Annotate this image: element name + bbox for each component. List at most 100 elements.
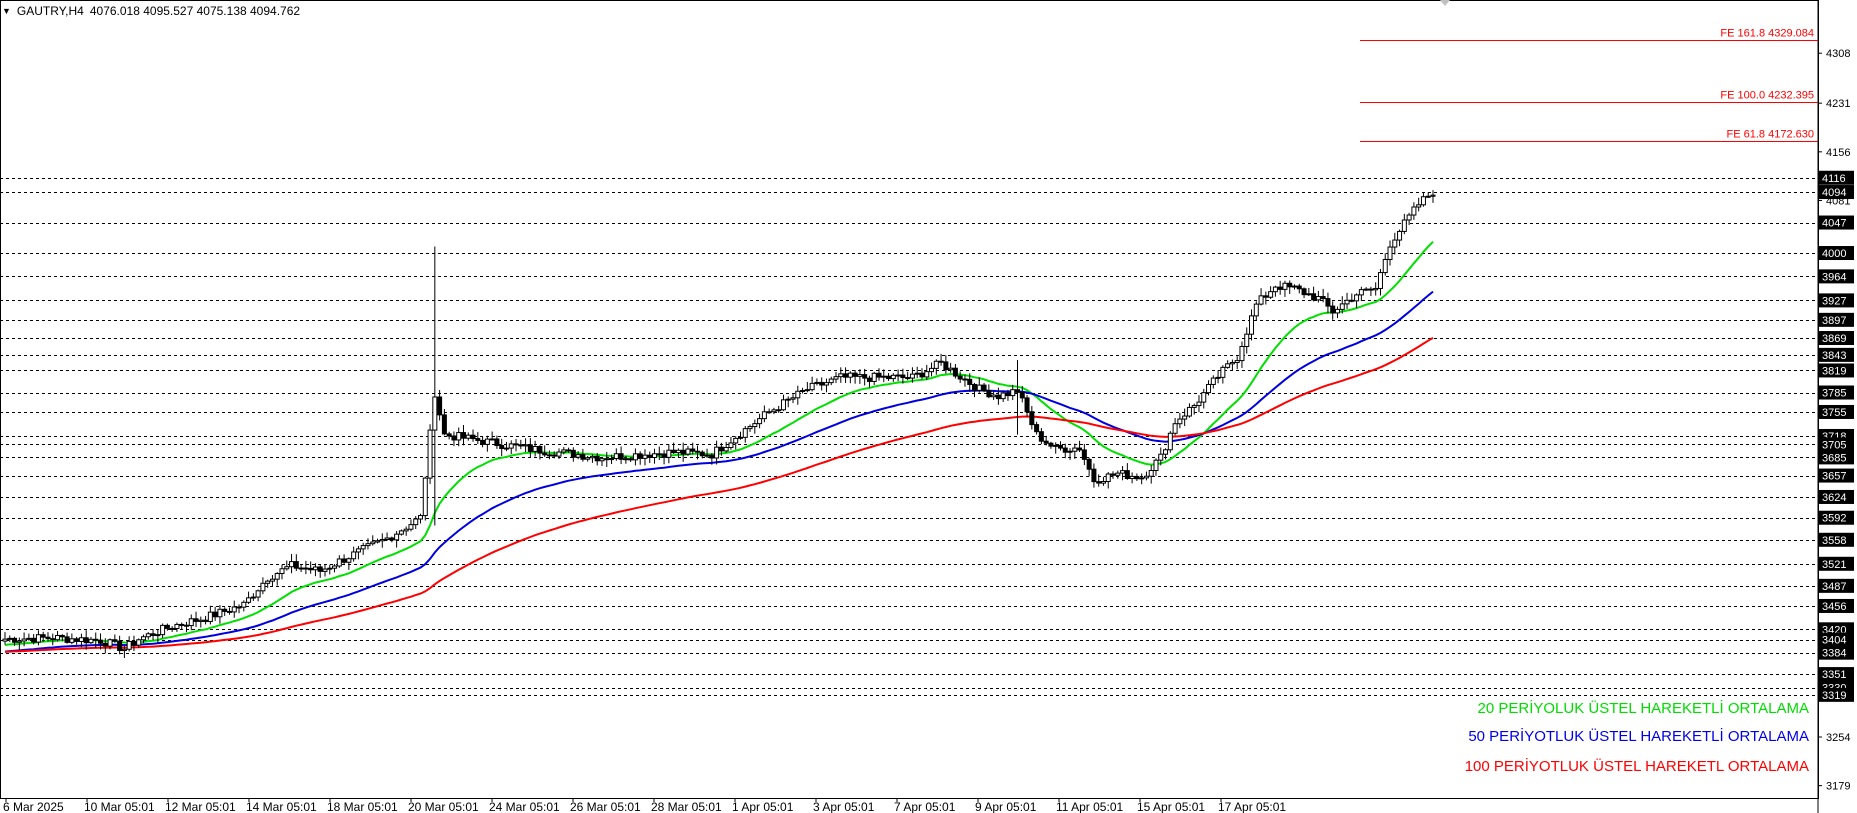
candle-body (1091, 468, 1097, 483)
candle-body (537, 446, 543, 454)
candle (370, 535, 376, 546)
candle (938, 353, 944, 366)
candle-body (375, 540, 381, 543)
ohlc-values: 4076.018 4095.527 4075.138 4094.762 (89, 4, 301, 18)
candle (1234, 356, 1240, 370)
candle (556, 448, 562, 460)
candle (1358, 286, 1364, 302)
candle (1029, 406, 1035, 430)
candle-body (341, 558, 347, 563)
candle (1420, 193, 1426, 207)
level-price-box (1819, 687, 1854, 702)
candle (1210, 375, 1216, 389)
candle-body (489, 438, 495, 441)
candle-body (1258, 295, 1264, 305)
candle-body (1244, 333, 1250, 347)
level-price-box (1819, 385, 1854, 400)
candle (1005, 389, 1011, 401)
candle (255, 589, 261, 602)
candle (284, 560, 290, 571)
candle-body (752, 423, 758, 428)
x-tick-label: 7 Apr 05:01 (894, 800, 956, 813)
candle (475, 432, 481, 444)
level-price-box (1819, 468, 1854, 483)
candle (1134, 473, 1140, 481)
candle (1416, 197, 1422, 212)
candle (446, 431, 452, 440)
candle (1244, 327, 1250, 354)
candle-body (1225, 363, 1231, 368)
candle (952, 364, 958, 379)
candle (379, 533, 385, 548)
candle-body (198, 619, 204, 622)
candle-body (370, 541, 376, 545)
candle-body (1163, 449, 1169, 455)
candle (647, 451, 653, 464)
candle (532, 440, 538, 457)
candle (1086, 457, 1092, 477)
candle (685, 446, 691, 456)
candle (709, 453, 715, 465)
candle-body (107, 639, 113, 647)
candle (986, 384, 992, 399)
candle (1368, 286, 1374, 297)
candle (78, 633, 84, 648)
candle (265, 579, 271, 588)
x-tick-label: 18 Mar 05:01 (327, 800, 398, 813)
candle (31, 634, 37, 645)
candle (666, 444, 672, 464)
candle-body (179, 623, 185, 626)
candle-body (246, 597, 252, 603)
candle-body (862, 374, 868, 379)
candle (398, 529, 404, 536)
candle-body (728, 442, 734, 449)
candle (1182, 408, 1188, 427)
candle-body (269, 578, 275, 582)
candle-body (83, 637, 89, 644)
candle (231, 600, 237, 618)
candle-body (556, 451, 562, 457)
candle (881, 369, 887, 383)
candle (909, 367, 915, 383)
candle-body (217, 608, 223, 618)
candle (819, 377, 825, 391)
candle-body (503, 447, 509, 450)
level-price-label: 3558 (1822, 535, 1846, 547)
level-price-box (1819, 437, 1854, 452)
candle (112, 634, 118, 643)
dropdown-triangle-icon[interactable]: ▼ (2, 6, 11, 16)
candle (164, 623, 170, 631)
candle (1019, 386, 1025, 403)
candle (1053, 442, 1059, 454)
legend-ema50: 50 PERİYOTLUK ÜSTEL HAREKETLİ ORTALAMA (1468, 728, 1809, 745)
candle-body (470, 434, 476, 440)
candle (198, 616, 204, 628)
candle-body (1401, 219, 1407, 232)
candle (957, 371, 963, 383)
candle (203, 615, 209, 625)
candle-body (93, 638, 99, 641)
candle (776, 405, 782, 413)
candle (1000, 391, 1006, 402)
candle (303, 560, 309, 575)
candle-body (289, 561, 295, 568)
candle-body (312, 566, 318, 571)
candle-body (666, 449, 672, 458)
candle (336, 555, 342, 568)
candle-body (1201, 392, 1207, 403)
candle (456, 427, 462, 447)
candle (69, 633, 75, 645)
candle (432, 246, 438, 526)
candle-body (1234, 360, 1240, 363)
candle (1167, 431, 1173, 453)
level-price-label: 3404 (1822, 635, 1846, 647)
candle (1201, 388, 1207, 409)
candle-body (1277, 286, 1283, 290)
candle (1206, 380, 1212, 396)
candle-body (460, 432, 466, 439)
candle-body (991, 394, 997, 398)
candle (566, 447, 572, 453)
candle-body (26, 637, 32, 640)
candle-body (551, 454, 557, 457)
